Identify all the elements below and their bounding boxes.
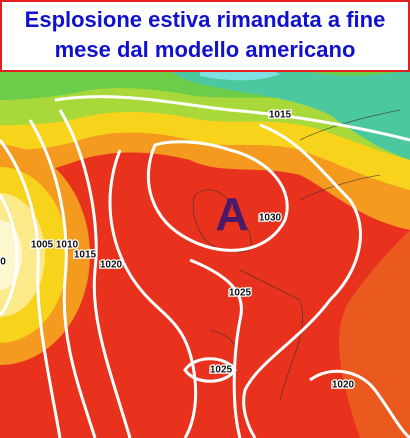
isobar-label: 1010 xyxy=(56,240,79,251)
title-box xyxy=(0,0,410,72)
isobar xyxy=(28,119,97,438)
isobar-label: 1025 xyxy=(210,365,233,376)
isobar xyxy=(242,123,362,438)
isobar-label: 1030 xyxy=(259,213,282,224)
isobar-label: 1025 xyxy=(229,288,252,299)
field-teal xyxy=(170,62,410,160)
title-line: Esplosione estiva rimandata a fine xyxy=(25,7,386,32)
isobar xyxy=(147,140,289,252)
isobar xyxy=(309,369,410,438)
isobar xyxy=(0,139,62,438)
isobar xyxy=(108,149,198,438)
isobar xyxy=(0,194,19,317)
isobar xyxy=(54,95,410,142)
isobar-label: 1020 xyxy=(332,380,355,391)
isobar-label: 1005 xyxy=(31,240,54,251)
isobar xyxy=(183,357,237,383)
isobar xyxy=(189,258,244,438)
coastline xyxy=(192,109,401,401)
isobar-label: 1015 xyxy=(269,110,292,121)
high-pressure-label: A xyxy=(215,188,248,240)
isobar-label: 1015 xyxy=(74,250,97,261)
isobar xyxy=(58,109,132,438)
title-line: mese dal modello americano xyxy=(55,37,356,62)
isobar-label: 0 xyxy=(0,257,6,268)
isobar-label: 1020 xyxy=(100,260,123,271)
